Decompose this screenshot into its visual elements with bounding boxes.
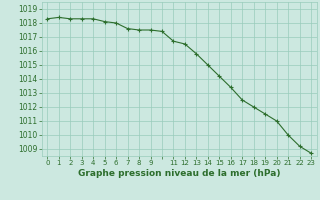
X-axis label: Graphe pression niveau de la mer (hPa): Graphe pression niveau de la mer (hPa) <box>78 169 280 178</box>
